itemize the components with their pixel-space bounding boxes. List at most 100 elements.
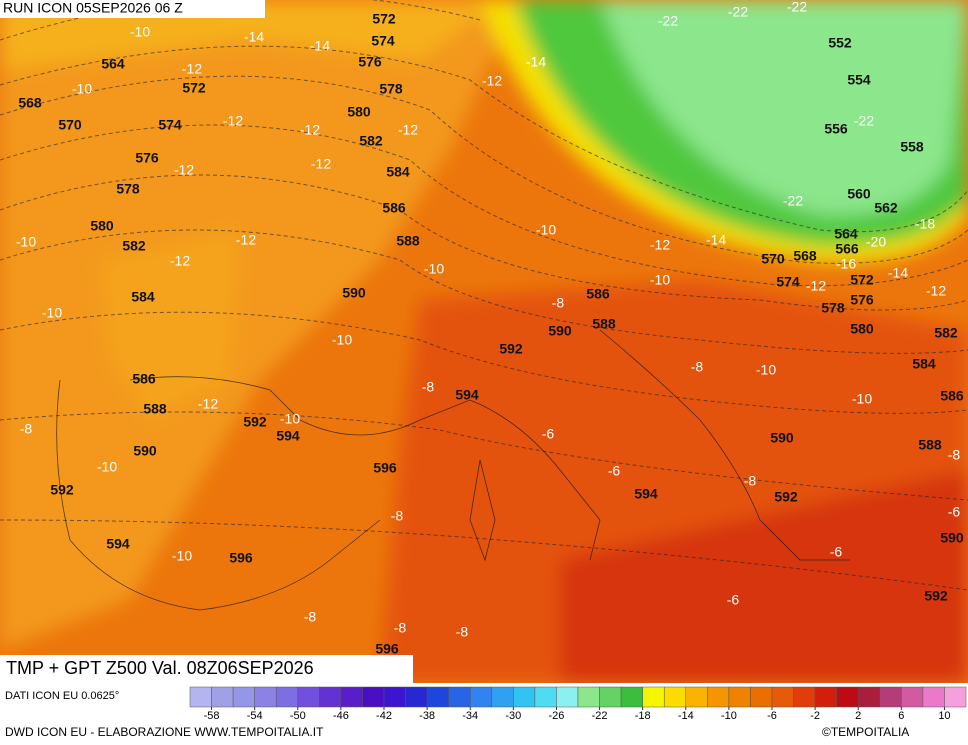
run-label: RUN ICON 05SEP2026 06 Z bbox=[3, 0, 183, 16]
height-label: 562 bbox=[874, 200, 898, 216]
temperature-label: -10 bbox=[280, 411, 300, 427]
colorbar-swatch bbox=[793, 686, 816, 708]
colorbar-swatch bbox=[189, 686, 212, 708]
colorbar-tick-label: -50 bbox=[290, 710, 306, 722]
colorbar-swatch bbox=[620, 686, 643, 708]
credit: DWD ICON EU - ELABORAZIONE WWW.TEMPOITAL… bbox=[5, 725, 324, 739]
colorbar-swatch bbox=[922, 686, 945, 708]
temperature-label: -6 bbox=[727, 592, 740, 608]
height-label: 576 bbox=[358, 54, 382, 70]
colorbar-swatch bbox=[771, 686, 794, 708]
height-label: 590 bbox=[770, 430, 794, 446]
temperature-label: -12 bbox=[806, 278, 826, 294]
colorbar-tick-label: -46 bbox=[333, 710, 349, 722]
height-label: 574 bbox=[371, 33, 395, 49]
temperature-label: -14 bbox=[244, 29, 264, 45]
temperature-label: -22 bbox=[783, 193, 803, 209]
temperature-label: -12 bbox=[182, 61, 202, 77]
temperature-label: -12 bbox=[482, 73, 502, 89]
colorbar-tick-label: -30 bbox=[505, 710, 521, 722]
temperature-label: -22 bbox=[787, 0, 807, 15]
colorbar-tick-label: -2 bbox=[810, 710, 820, 722]
height-label: 586 bbox=[940, 388, 964, 404]
height-label: 578 bbox=[379, 81, 403, 97]
temperature-label: -16 bbox=[836, 256, 856, 272]
height-label: 588 bbox=[396, 233, 420, 249]
colorbar-tick-label: -18 bbox=[635, 710, 651, 722]
temperature-label: -10 bbox=[650, 272, 670, 288]
colorbar-swatch bbox=[879, 686, 902, 708]
height-label: 590 bbox=[133, 443, 157, 459]
map-title: TMP + GPT Z500 Val. 08Z06SEP2026 bbox=[6, 658, 314, 678]
temperature-label: -8 bbox=[304, 609, 317, 625]
height-label: 592 bbox=[243, 414, 267, 430]
colorbar: -58 -54 -50 -46 -42 -38 -34 -30 -26 -22 -18 -14 -10-… bbox=[189, 686, 967, 722]
height-label: 572 bbox=[850, 272, 874, 288]
temperature-label: -8 bbox=[391, 508, 404, 524]
height-label: 588 bbox=[143, 401, 167, 417]
height-label: 572 bbox=[372, 11, 396, 27]
colorbar-swatch bbox=[556, 686, 579, 708]
colorbar-swatch bbox=[383, 686, 406, 708]
temperature-label: -8 bbox=[20, 421, 33, 437]
temperature-label: -22 bbox=[728, 4, 748, 20]
height-label: 574 bbox=[776, 274, 800, 290]
colorbar-swatch bbox=[857, 686, 881, 708]
temperature-label: -10 bbox=[536, 222, 556, 238]
height-label: 570 bbox=[58, 117, 82, 133]
temperature-label: -6 bbox=[830, 544, 843, 560]
height-label: 586 bbox=[132, 371, 156, 387]
height-label: 564 bbox=[834, 226, 858, 242]
colorbar-tick-label: 10 bbox=[938, 710, 950, 722]
temperature-label: -6 bbox=[608, 463, 621, 479]
height-label: 584 bbox=[912, 356, 936, 372]
height-label: 582 bbox=[934, 325, 958, 341]
colorbar-swatch bbox=[707, 686, 730, 708]
colorbar-swatch bbox=[728, 686, 751, 708]
height-label: 578 bbox=[116, 181, 140, 197]
colorbar-tick-label: -26 bbox=[548, 710, 564, 722]
height-label: 556 bbox=[824, 121, 848, 137]
temperature-label: -10 bbox=[332, 332, 352, 348]
height-label: 594 bbox=[276, 428, 300, 444]
temperature-label: -22 bbox=[658, 13, 678, 29]
colorbar-swatch bbox=[340, 686, 363, 708]
temperature-label: -12 bbox=[398, 122, 418, 138]
temperature-label: -8 bbox=[456, 624, 469, 640]
temperature-label: -12 bbox=[170, 253, 190, 269]
height-label: 580 bbox=[90, 218, 114, 234]
temperature-label: -10 bbox=[97, 459, 117, 475]
colorbar-tick-label: -38 bbox=[419, 710, 435, 722]
height-label: 596 bbox=[229, 550, 253, 566]
colorbar-tick-label: -42 bbox=[376, 710, 392, 722]
height-label: 576 bbox=[850, 292, 874, 308]
colorbar-swatch bbox=[232, 686, 255, 708]
height-label: 568 bbox=[18, 95, 42, 111]
colorbar-swatch bbox=[405, 686, 428, 708]
colorbar-swatch bbox=[534, 686, 557, 708]
colorbar-swatch bbox=[901, 686, 924, 708]
colorbar-tick-label: -6 bbox=[767, 710, 777, 722]
temperature-label: -6 bbox=[948, 504, 961, 520]
temperature-label: -8 bbox=[552, 295, 565, 311]
height-label: 590 bbox=[940, 530, 964, 546]
height-label: 578 bbox=[821, 300, 845, 316]
height-label: 584 bbox=[131, 289, 155, 305]
height-label: 564 bbox=[101, 56, 125, 72]
height-label: 592 bbox=[50, 482, 74, 498]
colorbar-swatch bbox=[750, 686, 773, 708]
colorbar-swatch bbox=[491, 686, 514, 708]
temperature-label: -12 bbox=[650, 237, 670, 253]
colorbar-swatch bbox=[663, 686, 687, 708]
height-label: 558 bbox=[900, 139, 924, 155]
colorbar-swatch bbox=[685, 686, 708, 708]
height-label: 560 bbox=[847, 186, 871, 202]
temperature-label: -10 bbox=[852, 391, 872, 407]
data-source: DATI ICON EU 0.0625° bbox=[5, 690, 119, 702]
temperature-label: -10 bbox=[42, 305, 62, 321]
temperature-label: -12 bbox=[926, 283, 946, 299]
colorbar-swatch bbox=[577, 686, 600, 708]
colorbar-tick-label: -14 bbox=[678, 710, 694, 722]
